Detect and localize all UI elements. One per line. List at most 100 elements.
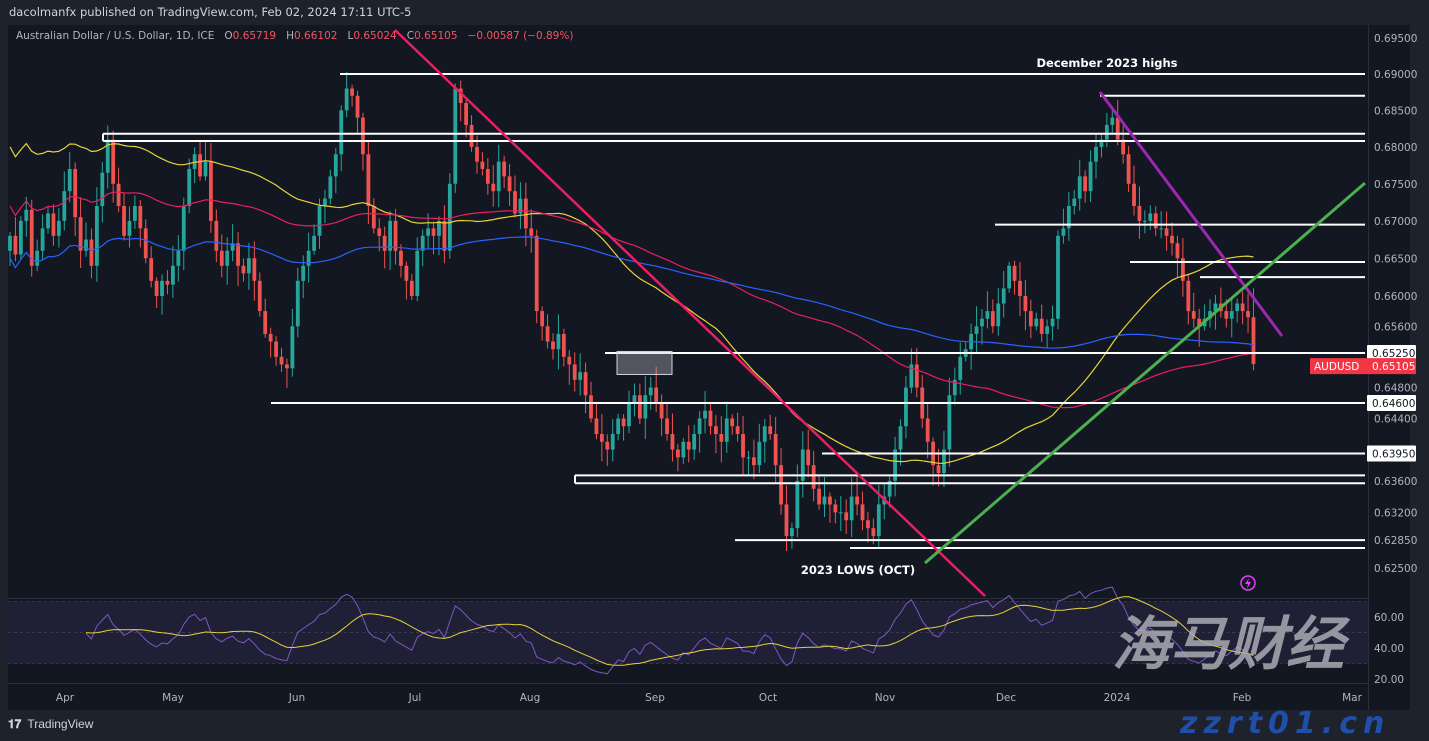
candle-body <box>752 457 756 466</box>
candle-body <box>247 258 251 274</box>
candle-body <box>762 426 767 442</box>
candle-body <box>469 124 474 147</box>
candle-body <box>480 161 485 169</box>
candle-body <box>209 161 213 221</box>
candle-body <box>187 168 192 206</box>
price-level-badge-text: 0.64600 <box>1372 398 1415 410</box>
candle-body <box>719 433 724 442</box>
tradingview-brand[interactable]: TradingView <box>27 717 94 731</box>
candle-body <box>295 280 300 327</box>
time-tick-label: Feb <box>1233 692 1252 704</box>
lightning-alert-icon[interactable] <box>1240 575 1256 591</box>
annotation-2023-lows: 2023 LOWS (OCT) <box>801 563 915 577</box>
price-tick-label: 0.66000 <box>1374 291 1417 303</box>
candle-body <box>523 198 528 229</box>
candle-body <box>116 183 121 206</box>
candle-body <box>643 395 648 419</box>
time-tick-label: Dec <box>996 692 1017 704</box>
candle-body <box>350 88 354 96</box>
candle-body <box>654 387 659 403</box>
time-tick-label: Aug <box>520 692 541 704</box>
candle-body <box>714 426 718 434</box>
candle-body <box>947 395 952 450</box>
right-margin <box>1410 25 1429 710</box>
footer: 𝟏𝟕 TradingView <box>8 712 93 737</box>
price-tick-label: 0.68500 <box>1374 105 1417 117</box>
price-tick-label: 0.64800 <box>1374 383 1417 395</box>
downtrend-line <box>394 29 986 597</box>
open-value: 0.65719 <box>232 30 277 42</box>
last-price-value: 0.65105 <box>1372 361 1415 373</box>
rsi-tick-label: 40.00 <box>1374 643 1404 655</box>
price-level-badge <box>1367 445 1416 462</box>
symbol-name: Australian Dollar / U.S. Dollar, 1D, ICE <box>16 30 215 42</box>
candle-body <box>84 239 88 251</box>
candle-body <box>1224 311 1229 319</box>
published-text: dacolmanfx published on TradingView.com,… <box>9 5 412 19</box>
candle-body <box>344 88 349 111</box>
candle-body <box>458 88 463 104</box>
candle-body <box>268 333 273 342</box>
close-value: 0.65105 <box>414 30 458 42</box>
time-tick-label: Sep <box>645 692 665 704</box>
time-tick-label: Mar <box>1342 692 1362 704</box>
price-tick-label: 0.62850 <box>1374 535 1417 547</box>
candle-body <box>382 235 387 251</box>
candle-body <box>670 433 675 450</box>
candle-body <box>1045 326 1050 334</box>
candle-body <box>621 418 626 427</box>
candle-body <box>105 139 110 173</box>
candle-body <box>1235 303 1240 312</box>
open-label: O <box>224 30 233 42</box>
symbol-legend: Australian Dollar / U.S. Dollar, 1D, ICE… <box>16 30 573 42</box>
candle-body <box>648 387 653 396</box>
candle-body <box>355 95 360 118</box>
candle-body <box>1099 139 1104 147</box>
candle-body <box>594 418 599 434</box>
candle-body <box>1039 318 1044 334</box>
tradingview-logo-icon[interactable]: 𝟏𝟕 <box>8 717 22 731</box>
candle-body <box>1197 318 1202 327</box>
candle-body <box>958 356 963 380</box>
candle-body <box>149 258 154 281</box>
candle-body <box>1066 205 1071 229</box>
candle-body <box>306 250 311 266</box>
change-value: −0.00587 (−0.89%) <box>467 30 574 42</box>
time-tick-label: Jul <box>408 692 422 704</box>
candle-body <box>442 220 447 251</box>
candle-body <box>29 209 34 266</box>
close-label: C <box>406 30 415 42</box>
candle-body <box>561 333 566 357</box>
candle-body <box>871 528 876 537</box>
ma-mid-line <box>9 191 1254 409</box>
candle-body <box>420 235 425 251</box>
candle-body <box>887 480 892 497</box>
time-tick-label: Oct <box>759 692 777 704</box>
supply-zone-box <box>616 350 673 375</box>
candle-body <box>551 341 555 350</box>
candle-body <box>675 449 680 458</box>
candle-body <box>610 433 615 450</box>
candle-body <box>181 205 186 251</box>
candle-body <box>1213 303 1218 312</box>
rsi-ma-line <box>85 596 1254 666</box>
candle-body <box>817 488 821 505</box>
low-value: 0.65024 <box>353 30 397 42</box>
candle-body <box>627 402 631 427</box>
candle-body <box>876 504 881 537</box>
time-tick-label: Jun <box>288 692 305 704</box>
candle-body <box>225 250 230 266</box>
candle-body <box>447 183 452 251</box>
candle-body <box>56 220 61 236</box>
candle-body <box>1056 235 1060 319</box>
high-label: H <box>286 30 295 42</box>
candle-body <box>8 235 12 251</box>
candle-body <box>1110 117 1115 125</box>
last-price-symbol: AUDUSD <box>1314 361 1359 373</box>
watermark-site: zzrt01.cn <box>1180 706 1391 741</box>
time-axis-divider <box>8 683 1368 684</box>
candle-body <box>1142 220 1147 222</box>
candle-body <box>855 496 859 505</box>
candle-body <box>252 258 257 281</box>
